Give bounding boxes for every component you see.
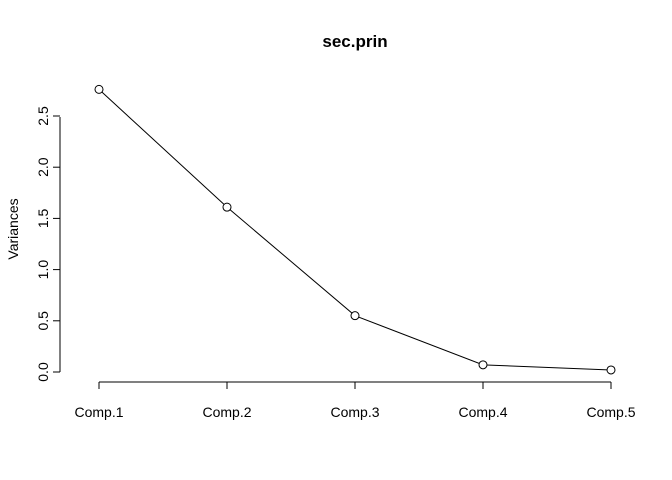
x-tick-label: Comp.5: [586, 404, 635, 420]
y-axis-label: Variances: [5, 198, 21, 259]
y-tick-label: 2.0: [35, 157, 51, 177]
x-ticks: Comp.1 Comp.2 Comp.3 Comp.4 Comp.5: [74, 382, 636, 420]
data-point-3: [350, 311, 360, 321]
data-point-2: [222, 202, 232, 212]
data-point-1: [94, 84, 104, 94]
y-tick-label: 1.5: [35, 208, 51, 228]
y-tick-label: 1.0: [35, 260, 51, 280]
data-point-4: [478, 360, 488, 370]
x-tick-label: Comp.3: [330, 404, 379, 420]
y-tick-label: 0.0: [35, 362, 51, 382]
y-ticks: 0.0 0.5 1.0 1.5 2.0 2.5: [35, 106, 60, 382]
x-tick-label: Comp.4: [458, 404, 507, 420]
y-tick-label: 2.5: [35, 106, 51, 126]
x-tick-label: Comp.2: [202, 404, 251, 420]
variance-line: [98, 89, 612, 371]
y-tick-label: 0.5: [35, 311, 51, 331]
x-tick-label: Comp.1: [74, 404, 123, 420]
chart-title: sec.prin: [322, 32, 387, 51]
data-point-5: [606, 365, 616, 375]
data-points: [94, 84, 616, 375]
